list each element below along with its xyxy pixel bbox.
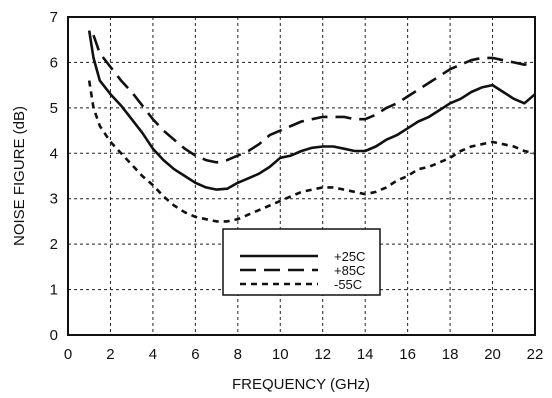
x-tick-label: 2 (106, 346, 114, 363)
legend-label-minus55c: -55C (334, 277, 362, 292)
y-tick-label: 5 (50, 100, 58, 117)
y-tick-label: 6 (50, 54, 58, 71)
y-tick-label: 7 (50, 9, 58, 26)
y-tick-label: 3 (50, 191, 58, 208)
y-tick-label: 1 (50, 282, 58, 299)
legend-label-25c: +25C (334, 249, 365, 264)
x-tick-label: 10 (272, 346, 289, 363)
x-tick-label: 16 (399, 346, 416, 363)
x-tick-label: 4 (149, 346, 157, 363)
x-axis-label: FREQUENCY (GHz) (232, 376, 370, 393)
series-line-25c (87, 30, 536, 191)
x-tick-label: 18 (442, 346, 459, 363)
x-tick-label: 12 (314, 346, 331, 363)
y-tick-label: 0 (50, 327, 58, 344)
x-tick-label: 22 (527, 346, 544, 363)
plot-frame (67, 16, 536, 336)
x-tick-label: 14 (357, 346, 374, 363)
x-tick-label: 20 (484, 346, 501, 363)
y-tick-label: 4 (50, 145, 58, 162)
y-tick-label: 2 (50, 236, 58, 253)
series-line-minus55c (87, 80, 536, 223)
x-tick-label: 6 (191, 346, 199, 363)
legend: +25C +85C -55C (222, 228, 381, 296)
legend-label-85c: +85C (334, 263, 365, 278)
y-axis-label: NOISE FIGURE (dB) (11, 106, 28, 246)
x-tick-label: 0 (64, 346, 72, 363)
series-lines (87, 30, 536, 223)
x-tick-label: 8 (234, 346, 242, 363)
legend-box (222, 228, 381, 296)
series-line-85c (92, 34, 536, 164)
